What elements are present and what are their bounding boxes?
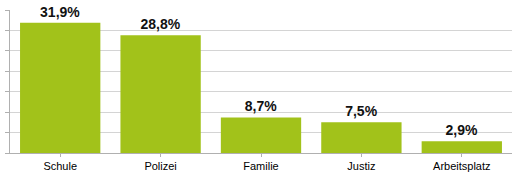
- svg-text:Arbeitsplatz: Arbeitsplatz: [433, 160, 490, 172]
- svg-text:Familie: Familie: [243, 160, 278, 172]
- svg-text:Justiz: Justiz: [347, 160, 375, 172]
- svg-text:8,7%: 8,7%: [245, 98, 277, 114]
- svg-text:28,8%: 28,8%: [140, 16, 180, 32]
- svg-text:Polizei: Polizei: [144, 160, 176, 172]
- svg-text:Schule: Schule: [43, 160, 77, 172]
- svg-text:31,9%: 31,9%: [40, 4, 80, 20]
- svg-text:2,9%: 2,9%: [446, 122, 478, 138]
- svg-text:7,5%: 7,5%: [345, 103, 377, 119]
